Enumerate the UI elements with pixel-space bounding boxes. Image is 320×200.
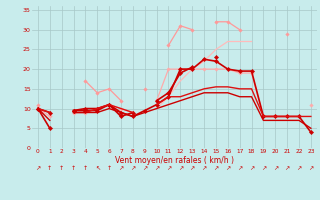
X-axis label: Vent moyen/en rafales ( km/h ): Vent moyen/en rafales ( km/h ) (115, 156, 234, 165)
